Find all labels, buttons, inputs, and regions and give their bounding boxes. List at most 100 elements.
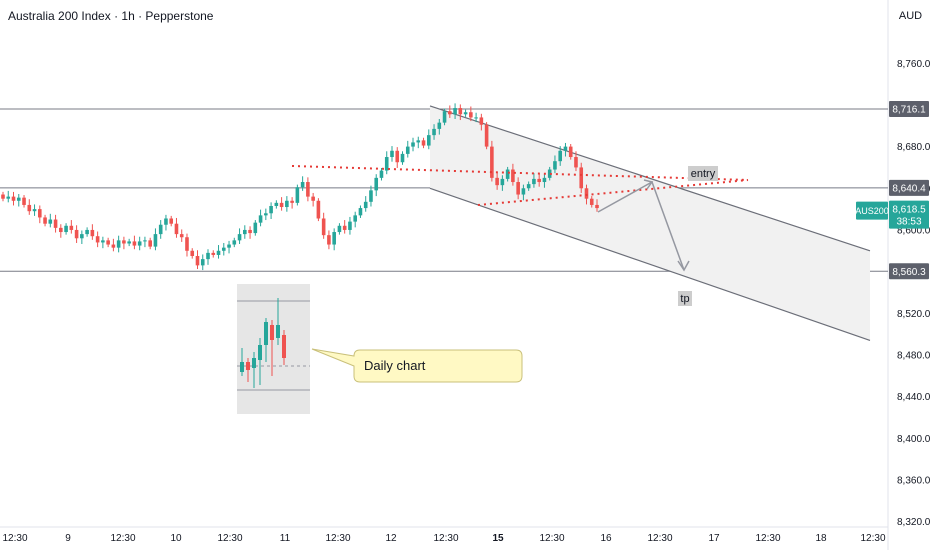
chart-background: [0, 0, 889, 550]
candle-body: [37, 209, 42, 218]
candle-body: [505, 169, 510, 179]
projection-arrow-head: [643, 179, 654, 190]
candle-body: [327, 235, 331, 245]
candle-body: [169, 218, 174, 224]
channel-upper-line: [429, 105, 871, 252]
candle-body: [589, 198, 594, 205]
tp-label-bg: [678, 291, 692, 306]
candle-body: [269, 205, 273, 214]
candle-body: [64, 225, 68, 233]
x-tick-label: 15: [492, 533, 504, 544]
x-tick-label: 12:30: [755, 533, 780, 544]
daily-candle-body: [252, 358, 256, 368]
candle-body: [59, 227, 63, 233]
candle-body: [216, 250, 221, 255]
candle-body: [337, 225, 342, 233]
candle-body: [164, 218, 168, 225]
candle-body: [290, 200, 294, 203]
candle-body: [132, 241, 137, 246]
x-tick-label: 16: [600, 533, 612, 544]
level-price-tag: [889, 263, 929, 280]
candle-body: [453, 108, 457, 115]
candle-body: [190, 250, 195, 256]
candle-body: [479, 117, 484, 125]
candle-body: [384, 157, 389, 171]
candle-body: [358, 208, 363, 216]
candle-body: [369, 190, 373, 202]
candle-body: [90, 229, 95, 237]
candle-body: [458, 108, 463, 115]
candle-body: [74, 229, 79, 239]
candle-body: [442, 111, 447, 123]
candle-body: [547, 169, 552, 178]
candle-body: [153, 234, 158, 247]
candle-body: [274, 202, 279, 206]
candle-body: [542, 177, 547, 183]
candle-body: [195, 255, 200, 266]
y-tick-label: 8,760.0: [897, 59, 931, 70]
candle-body: [43, 217, 47, 224]
candle-body: [16, 197, 21, 201]
y-tick-label: 8,320.0: [897, 517, 931, 528]
countdown-label: 38:53: [896, 217, 921, 228]
candle-body: [232, 240, 237, 245]
x-tick-label: 9: [65, 533, 71, 544]
x-tick-label: 12:30: [433, 533, 458, 544]
candle-body: [85, 229, 89, 235]
entry-label-bg: [688, 166, 718, 181]
x-tick-label: 12:30: [110, 533, 135, 544]
candle-body: [532, 178, 536, 185]
candle-body: [316, 200, 321, 219]
candle-body: [574, 157, 578, 168]
candle-body: [279, 202, 284, 208]
candle-body: [426, 135, 431, 146]
channel-fill: [430, 105, 870, 341]
daily-candle-body: [246, 362, 250, 370]
resistance-dotted-line: [291, 165, 749, 181]
y-tick-label: 8,520.0: [897, 309, 931, 320]
candle-body: [558, 150, 563, 162]
x-tick-label: 12:30: [217, 533, 242, 544]
candle-body: [22, 197, 26, 205]
candle-body: [521, 188, 526, 195]
candle-body: [285, 200, 289, 208]
callout-bubble: [311, 348, 523, 383]
candle-body: [563, 146, 568, 151]
daily-candle-body: [258, 345, 262, 360]
candle-body: [200, 259, 205, 266]
level-price-tag: [889, 100, 929, 117]
x-tick-label: 12:30: [647, 533, 672, 544]
candle-body: [295, 187, 300, 203]
x-tick-label: 11: [280, 533, 291, 544]
currency-label[interactable]: AUD: [898, 10, 923, 22]
candle-body: [258, 215, 263, 223]
y-tick-label: 8,480.0: [897, 350, 931, 361]
candle-body: [363, 201, 368, 209]
candle-body: [122, 240, 126, 244]
candle-body: [237, 234, 242, 241]
candle-body: [32, 209, 37, 212]
candle-body: [537, 178, 541, 183]
y-tick-label: 8,600.0: [897, 225, 931, 236]
candle-body: [490, 146, 494, 178]
candle-body: [484, 124, 489, 147]
candle-body: [101, 240, 105, 243]
tp-label: tp: [680, 293, 689, 305]
callout-text: Daily chart: [364, 358, 426, 373]
candle-body: [127, 241, 131, 244]
candle-body: [511, 169, 515, 183]
candle-body: [11, 196, 16, 201]
time-axis: 12:30 9 12:30 10 12:30 11 12:30 12 12:30 15 12:30 1…: [2, 533, 885, 544]
candle-body: [300, 182, 305, 188]
candle-body: [69, 225, 74, 230]
chart-title: Australia 200 Index · 1h · Pepperstone: [8, 9, 214, 23]
candle-body: [568, 146, 573, 158]
last-price-label: 8,618.5: [892, 205, 926, 216]
candle-body: [253, 222, 258, 234]
candle-body: [553, 161, 557, 170]
candle-body: [111, 244, 116, 248]
candle-body: [437, 122, 442, 129]
drawings: entry tp Daily chart: [237, 165, 749, 414]
candle-body: [143, 240, 147, 242]
